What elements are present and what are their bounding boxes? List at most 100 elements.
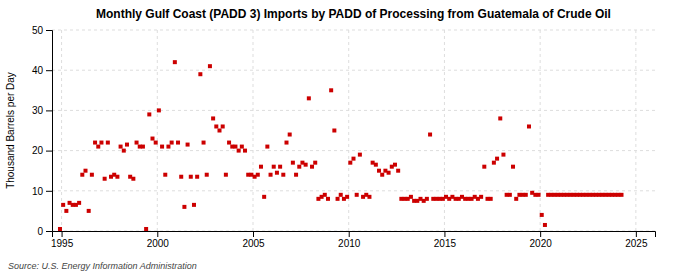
y-axis-tick: 40 [32, 65, 52, 76]
y-axis-tick: 20 [32, 145, 52, 156]
tick-label: 30 [32, 105, 44, 116]
point [492, 161, 496, 165]
x-axis-line [53, 232, 656, 238]
grid-line [348, 30, 349, 231]
tick-mark [157, 231, 158, 237]
point [275, 171, 279, 175]
grid-line [444, 30, 445, 231]
point [176, 141, 180, 145]
x-axis-tick: 1995 [51, 231, 74, 249]
point [202, 141, 206, 145]
y-axis-tick: 30 [32, 105, 52, 116]
point [80, 173, 84, 177]
tick-mark [253, 231, 254, 237]
point [313, 161, 317, 165]
point [84, 169, 88, 173]
tick-label: 20 [32, 145, 44, 156]
x-axis-tick: 2000 [147, 231, 170, 249]
point [332, 129, 336, 133]
y-axis: 01020304050 [32, 25, 53, 237]
grid-line [253, 30, 254, 231]
tick-label: 2000 [147, 238, 170, 249]
point [495, 157, 499, 161]
tick-mark [46, 151, 52, 152]
point [173, 60, 177, 64]
point [227, 141, 231, 145]
point [233, 145, 237, 149]
point [64, 209, 68, 213]
tick-label: 1995 [51, 238, 74, 249]
point [61, 203, 65, 207]
point [272, 165, 276, 169]
x-axis-tick: 2020 [530, 231, 553, 249]
x-axis: 1995 2000 2005 2010 2015 2020 2025 [51, 231, 656, 249]
point [285, 141, 289, 145]
point [186, 143, 190, 147]
point [243, 149, 247, 153]
x-axis-tick: 2015 [434, 231, 457, 249]
tick-mark [46, 110, 52, 111]
point [96, 145, 100, 149]
point [380, 173, 384, 177]
grid-line [157, 30, 158, 231]
point [367, 195, 371, 199]
grid-line [52, 70, 655, 71]
point [329, 88, 333, 92]
point [428, 133, 432, 137]
point [103, 177, 107, 181]
point [345, 195, 349, 199]
tick-label: 2005 [242, 238, 265, 249]
y-axis-title: Thousand Barrels per Day [5, 72, 16, 189]
point [106, 141, 110, 145]
point [374, 163, 378, 167]
point [221, 124, 225, 128]
point [508, 193, 512, 197]
point [99, 141, 103, 145]
x-axis-tick: 2005 [242, 231, 265, 249]
point [154, 141, 158, 145]
point [214, 124, 218, 128]
x-axis-tick: 2010 [338, 231, 361, 249]
chart: 199520002005201020152020202501020304050M… [0, 0, 675, 275]
point [157, 108, 161, 112]
grid-line [52, 110, 655, 111]
point [160, 145, 164, 149]
point [182, 205, 186, 209]
point [479, 195, 483, 199]
point [198, 72, 202, 76]
point [294, 173, 298, 177]
tick-label: 50 [32, 25, 44, 36]
point [259, 165, 263, 169]
point [58, 227, 62, 231]
source: Source: U.S. Energy Information Administ… [8, 261, 197, 271]
tick-label: 2020 [530, 238, 553, 249]
tick-mark [62, 231, 63, 237]
point [195, 175, 199, 179]
point [489, 197, 493, 201]
point [179, 175, 183, 179]
point [211, 116, 215, 120]
point [396, 169, 400, 173]
point [352, 157, 356, 161]
point [310, 165, 314, 169]
grid-line [52, 30, 655, 31]
tick-label: 0 [37, 226, 43, 237]
point [269, 173, 273, 177]
point [323, 193, 327, 197]
point [131, 177, 135, 181]
point [336, 197, 340, 201]
x-axis-tick: 2025 [625, 231, 648, 249]
point [192, 203, 196, 207]
point [256, 173, 260, 177]
plot-area: 199520002005201020152020202501020304050 [32, 25, 656, 249]
point [409, 195, 413, 199]
point [543, 223, 547, 227]
point [358, 153, 362, 157]
y-axis-tick: 50 [32, 25, 52, 36]
tick-mark [46, 231, 52, 232]
point [540, 213, 544, 217]
grid-line [540, 30, 541, 231]
tick-mark [46, 70, 52, 71]
tick-mark [349, 231, 350, 237]
point [288, 133, 292, 137]
